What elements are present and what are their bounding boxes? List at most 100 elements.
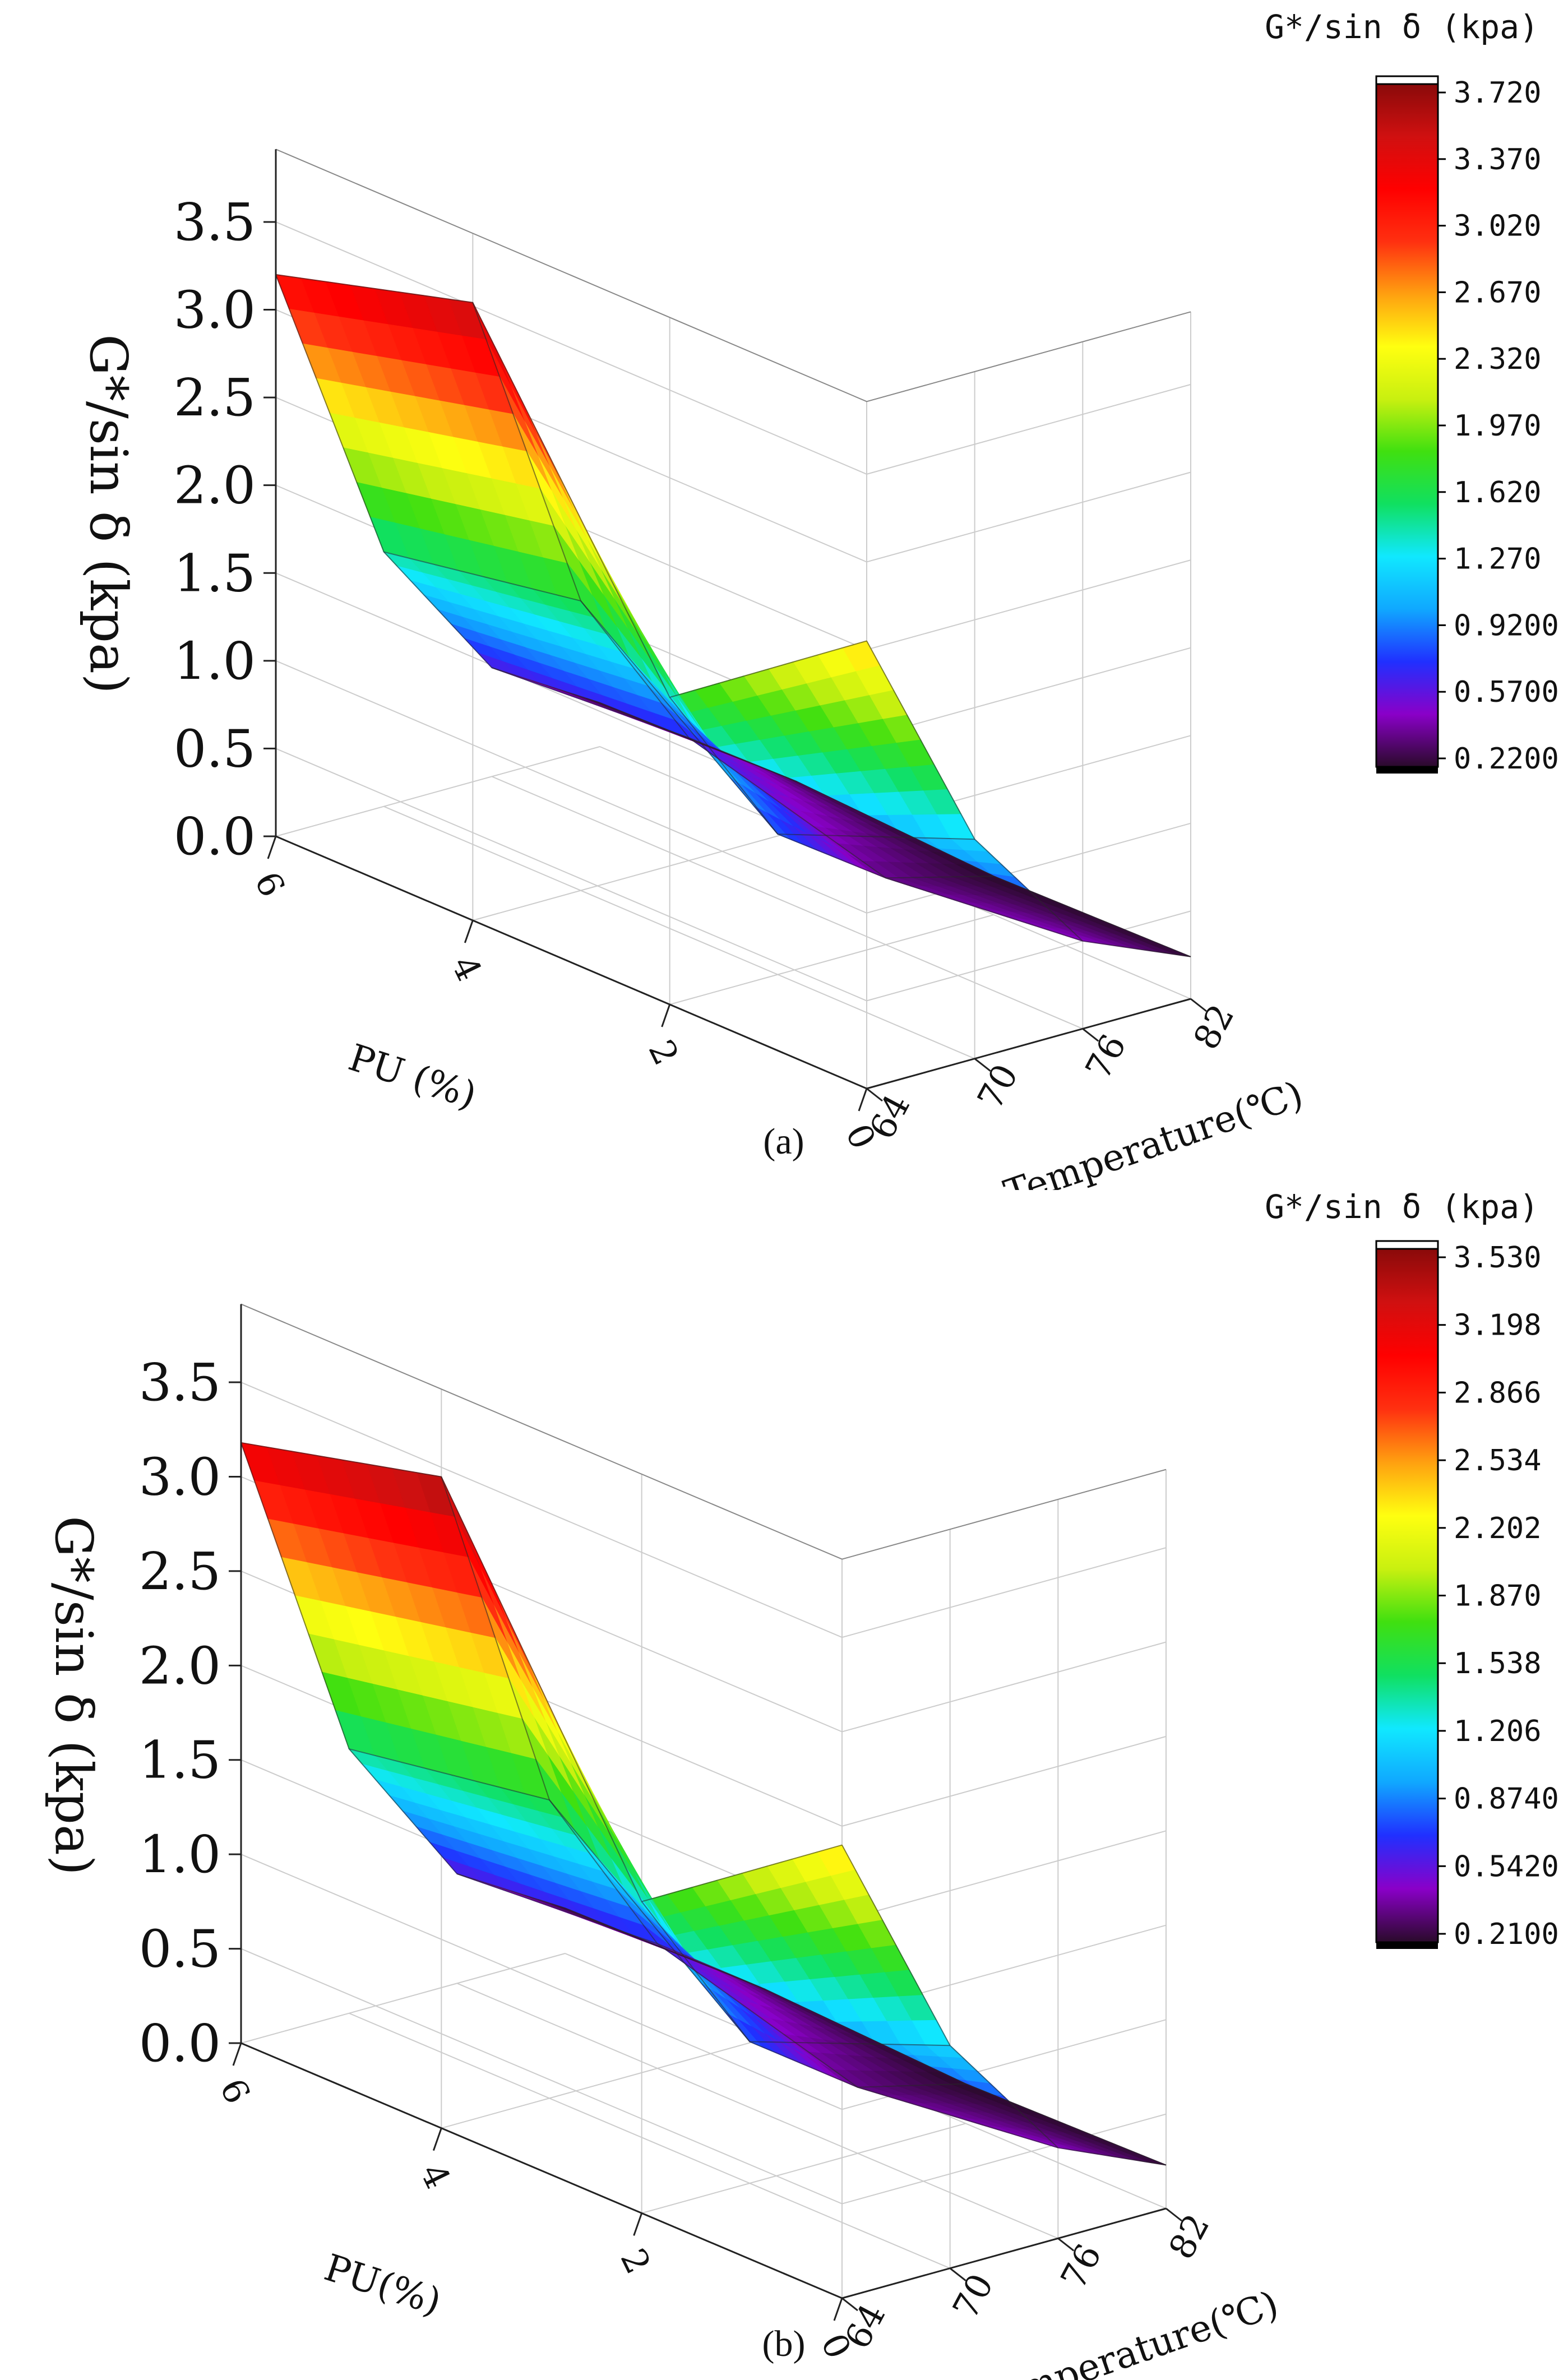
pu-tick (661, 1004, 671, 1027)
grid-u-floor-line (669, 914, 994, 1005)
pu-tick (267, 836, 277, 859)
grid-z-line (240, 1948, 1167, 2205)
temperature-tick (1165, 2207, 1182, 2222)
colorbar-tick-label: 1.620 (1454, 476, 1542, 510)
temperature-axis-line (841, 2207, 1167, 2299)
z-tick-label: 1.5 (139, 1730, 221, 1790)
grid-v-floor-line (383, 805, 975, 1059)
pu-tick (633, 2212, 643, 2236)
grid-u-floor-line (240, 1953, 566, 2044)
colorbar-cap-top (1375, 75, 1439, 85)
colorbar-cap-bottom (1376, 767, 1438, 774)
temperature-tick (974, 1058, 991, 1072)
grid-u-floor-line (275, 746, 600, 837)
panel-caption: (b) (762, 2323, 806, 2364)
surface-mesh-line (275, 274, 600, 703)
colorbar-tick-label: 1.970 (1454, 409, 1542, 443)
colorbar-tick-label: 2.866 (1454, 1376, 1542, 1410)
temperature-tick-label: 70 (969, 1058, 1026, 1116)
z-tick-label: 2.5 (174, 368, 256, 428)
colorbar-title: G*/sin δ (kpa) (1265, 8, 1539, 46)
colorbar-tick-label: 1.270 (1454, 543, 1542, 576)
surface-mesh-line (599, 702, 1191, 957)
grid-u-floor-line (473, 830, 797, 921)
z-tick-label: 2.0 (139, 1636, 221, 1696)
colorbar-tick-label: 2.670 (1454, 276, 1542, 309)
z-axis-title: G*/sin δ (kpa) (44, 1516, 104, 1876)
pu-tick (833, 2298, 843, 2321)
chart-b-svg: 0.00.51.01.52.02.53.03.5642064707682G*/s… (44, 1190, 1559, 2380)
surface-mesh-line (275, 274, 867, 698)
temperature-tick-label: 70 (945, 2267, 1001, 2326)
temperature-tick-label: 82 (1185, 998, 1242, 1056)
temperature-tick (841, 2297, 858, 2312)
surface-mesh-line (456, 1873, 1058, 2149)
pu-tick-label: 2 (613, 2242, 659, 2280)
grid-u-floor-line (441, 2038, 766, 2129)
pu-tick-label: 6 (212, 2072, 258, 2110)
temperature-tick (866, 1087, 883, 1102)
colorbar-tick-label: 2.534 (1454, 1444, 1542, 1478)
surface-mesh-line (349, 1748, 950, 2046)
grid-v-floor-line (349, 2012, 951, 2269)
colorbar-tick-label: 3.530 (1454, 1241, 1542, 1275)
box-top-edge (275, 149, 1191, 402)
pu-tick (464, 920, 474, 943)
grid-lines (275, 149, 1191, 1090)
pu-tick (858, 1088, 868, 1112)
surface (240, 1442, 1167, 2166)
grid-u-floor-line (641, 2123, 966, 2214)
pu-tick (432, 2128, 442, 2151)
grid-lines (240, 1303, 1167, 2299)
temperature-tick (949, 2267, 966, 2281)
pu-tick-label: 6 (247, 865, 293, 903)
colorbar-tick-label: 3.720 (1454, 76, 1542, 110)
z-tick-label: 3.0 (174, 280, 256, 340)
colorbar-tick-label: 0.2200 (1454, 742, 1559, 776)
pu-tick-label: 4 (412, 2157, 459, 2195)
z-tick-label: 1.0 (174, 631, 256, 691)
temperature-tick-label: 76 (1077, 1027, 1134, 1086)
pu-tick-label: 4 (443, 950, 490, 987)
z-axis-title: G*/sin δ (kpa) (78, 334, 138, 694)
z-tick-label: 2.0 (174, 456, 256, 516)
z-tick-label: 3.5 (174, 192, 256, 252)
pu-axis-line (240, 2042, 843, 2299)
pu-tick-label: 2 (641, 1034, 687, 1071)
chart-a-svg: 0.00.51.01.52.02.53.03.5642064707682G*/s… (78, 8, 1559, 1190)
z-tick-label: 0.0 (139, 2013, 221, 2073)
colorbar-tick-label: 2.202 (1454, 1512, 1542, 1545)
z-tick-label: 1.0 (139, 1825, 221, 1884)
grid-z-line (240, 2043, 1167, 2299)
colorbar-tick-label: 0.5420 (1454, 1850, 1559, 1883)
grid-z-line (275, 836, 1191, 1090)
colorbar-tick-label: 1.206 (1454, 1715, 1542, 1748)
panel-a: 0.0 0.5 1.0 1.5 2.0 2.5 3.0 3.5 6 4 2 0 64 70 76 82 G*/s… (78, 8, 1559, 1190)
pu-tick (232, 2043, 242, 2066)
colorbar-tick-label: 3.370 (1454, 143, 1542, 177)
colorbar-tick-label: 3.020 (1454, 210, 1542, 243)
panel-caption: (a) (763, 1121, 804, 1162)
colorbar-tick-label: 1.870 (1454, 1580, 1542, 1613)
z-tick-label: 3.0 (139, 1447, 221, 1507)
colorbar-tick-label: 0.8740 (1454, 1782, 1559, 1816)
temperature-axis-title: Temperature(℃) (974, 2282, 1283, 2380)
z-tick-label: 1.5 (174, 543, 256, 603)
box-top-edge (240, 1303, 1167, 1560)
grid-v-floor-line (456, 1983, 1058, 2239)
grid-v-floor-line (491, 776, 1083, 1030)
colorbar-tick-label: 0.9200 (1454, 609, 1559, 642)
colorbar-gradient (1375, 1248, 1439, 1943)
colorbar-tick-label: 0.2100 (1454, 1918, 1559, 1951)
colorbar-tick-label: 2.320 (1454, 342, 1542, 376)
pu-axis-title: PU (%) (344, 1036, 482, 1118)
surface-mesh-line (240, 1442, 566, 1909)
colorbar-tick-label: 1.538 (1454, 1647, 1542, 1680)
temperature-tick-label: 82 (1160, 2207, 1217, 2266)
z-tick-label: 0.0 (174, 807, 256, 867)
colorbar-gradient (1375, 83, 1439, 768)
z-tick-label: 2.5 (139, 1541, 221, 1601)
colorbar-cap-top (1375, 1240, 1439, 1250)
temperature-axis-line (866, 998, 1191, 1090)
colorbar-tick-label: 0.5700 (1454, 675, 1559, 709)
